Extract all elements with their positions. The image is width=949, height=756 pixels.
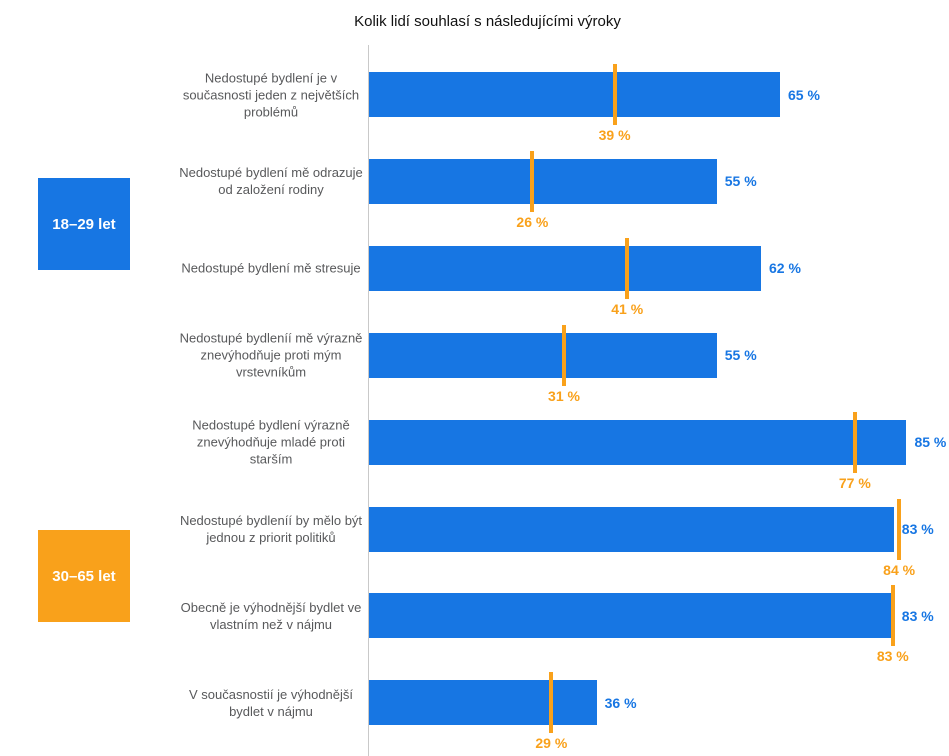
marker-30-65-let	[890, 585, 895, 647]
marker-30-65-let	[612, 64, 617, 125]
bar-value-label: 55 %	[724, 347, 757, 364]
category-label: Obecně je výhodnější bydlet ve vlastním …	[180, 599, 362, 632]
bar-value-label: 85 %	[914, 434, 947, 451]
marker-value-label: 41 %	[611, 300, 644, 317]
legend-30-65-label: 30–65 let	[52, 567, 116, 585]
legend-18-29-label: 18–29 let	[52, 215, 116, 233]
bar-value-label: 83 %	[901, 607, 934, 624]
marker-30-65-let	[897, 498, 902, 560]
bar-value-label: 83 %	[901, 521, 934, 537]
chart-title: Kolik lidí souhlasí s následujícími výro…	[354, 13, 621, 30]
category-label: Nedostupé bydlení je v současnosti jeden…	[182, 70, 360, 119]
marker-value-label: 77 %	[838, 474, 871, 491]
y-axis-line	[368, 45, 369, 756]
legend-30-65-let: 30–65 let	[38, 530, 130, 622]
bar-value-label: 55 %	[724, 173, 757, 190]
bar-18-29-let	[369, 593, 894, 639]
bar-18-29-let	[369, 245, 762, 291]
marker-value-label: 39 %	[598, 127, 631, 143]
bar-18-29-let	[369, 506, 894, 552]
bar-value-label: 36 %	[604, 694, 637, 711]
bar-18-29-let	[369, 332, 717, 378]
bar-18-29-let	[369, 680, 597, 726]
marker-value-label: 31 %	[548, 387, 580, 404]
bar-value-label: 62 %	[769, 260, 801, 277]
marker-30-65-let	[625, 237, 630, 299]
marker-value-label: 84 %	[883, 561, 916, 578]
marker-value-label: 83 %	[876, 648, 909, 665]
bar-18-29-let	[369, 72, 780, 117]
category-label: Nedostupé bydlení mě stresuje	[181, 260, 361, 276]
category-label: Nedostupé bydlení výrazně znevýhodňuje m…	[192, 417, 350, 467]
category-label: Nedostupé bydleníí mě výrazně znevýhodňu…	[179, 330, 363, 380]
bar-value-label: 65 %	[787, 86, 820, 103]
marker-30-65-let	[549, 672, 554, 734]
category-label: V současnostií je výhodnější bydlet v ná…	[188, 686, 354, 719]
marker-value-label: 29 %	[535, 735, 568, 752]
bar-18-29-let	[369, 419, 907, 465]
category-label: Nedostupé bydleníí by mělo být jednou z …	[179, 513, 363, 545]
marker-30-65-let	[562, 324, 566, 386]
bar-18-29-let	[369, 158, 717, 204]
marker-30-65-let	[530, 150, 535, 212]
category-label: Nedostupé bydlení mě odrazuje od založen…	[179, 165, 363, 198]
legend-18-29-let: 18–29 let	[38, 178, 130, 270]
marker-value-label: 26 %	[516, 213, 549, 230]
marker-30-65-let	[852, 411, 857, 473]
